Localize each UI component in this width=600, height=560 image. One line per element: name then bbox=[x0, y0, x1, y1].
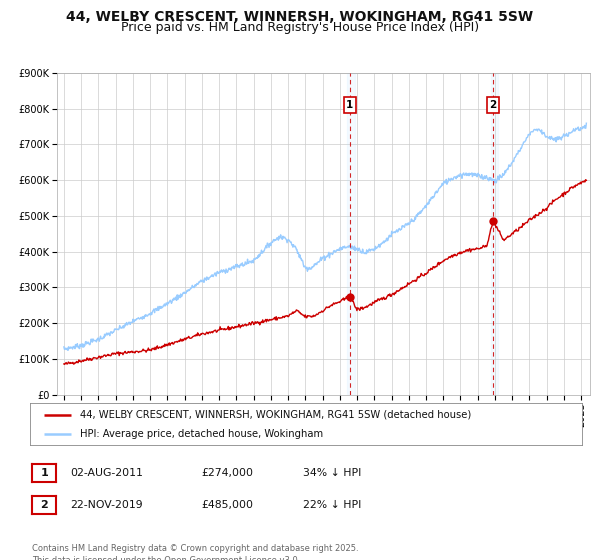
Bar bbox=[347, 73, 355, 395]
Text: Price paid vs. HM Land Registry's House Price Index (HPI): Price paid vs. HM Land Registry's House … bbox=[121, 21, 479, 34]
Bar bbox=[491, 73, 499, 395]
Text: 1: 1 bbox=[346, 100, 353, 110]
Text: 02-AUG-2011: 02-AUG-2011 bbox=[70, 468, 143, 478]
Text: 34% ↓ HPI: 34% ↓ HPI bbox=[303, 468, 361, 478]
Text: 2: 2 bbox=[490, 100, 497, 110]
Text: 44, WELBY CRESCENT, WINNERSH, WOKINGHAM, RG41 5SW: 44, WELBY CRESCENT, WINNERSH, WOKINGHAM,… bbox=[67, 10, 533, 24]
Text: Contains HM Land Registry data © Crown copyright and database right 2025.
This d: Contains HM Land Registry data © Crown c… bbox=[32, 544, 359, 560]
Text: HPI: Average price, detached house, Wokingham: HPI: Average price, detached house, Woki… bbox=[80, 429, 323, 439]
Text: 22% ↓ HPI: 22% ↓ HPI bbox=[303, 500, 361, 510]
Text: 1: 1 bbox=[41, 468, 48, 478]
Text: 2: 2 bbox=[41, 500, 48, 510]
Text: 22-NOV-2019: 22-NOV-2019 bbox=[70, 500, 143, 510]
Text: £485,000: £485,000 bbox=[201, 500, 253, 510]
Text: £274,000: £274,000 bbox=[201, 468, 253, 478]
Text: 44, WELBY CRESCENT, WINNERSH, WOKINGHAM, RG41 5SW (detached house): 44, WELBY CRESCENT, WINNERSH, WOKINGHAM,… bbox=[80, 409, 471, 419]
